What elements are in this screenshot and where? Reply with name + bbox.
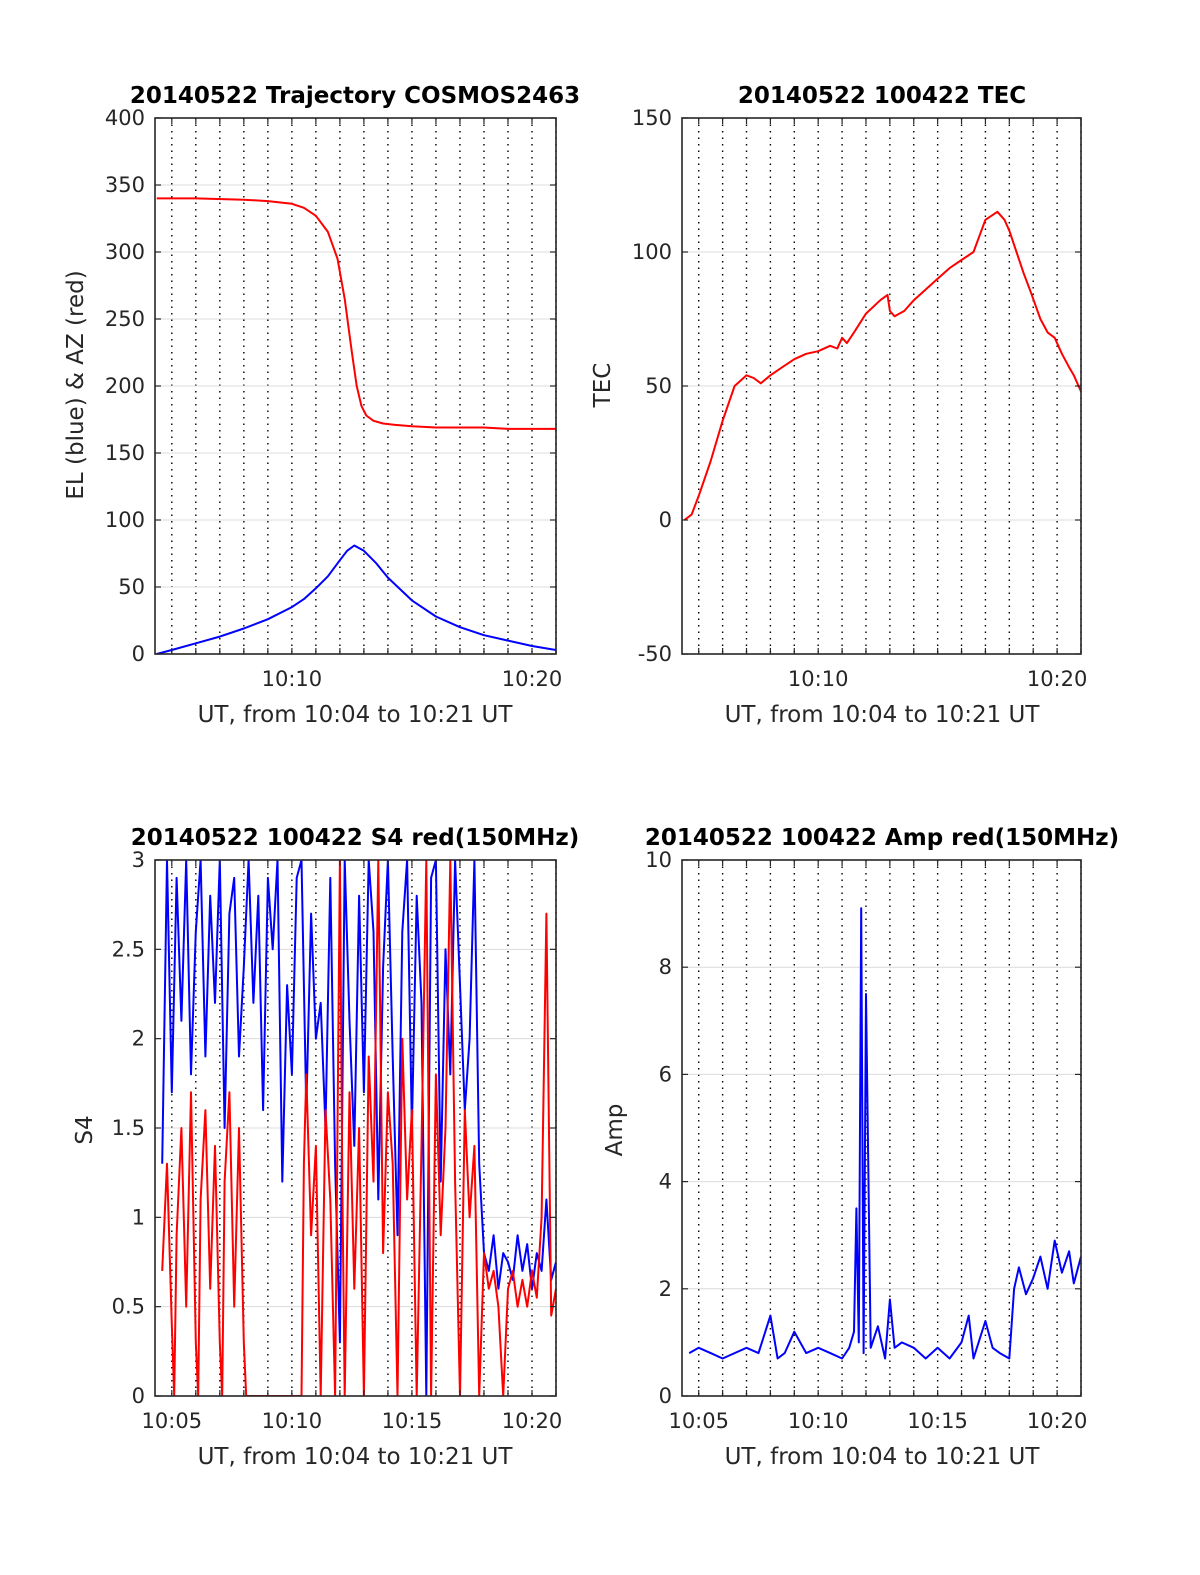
y-tick-label: 0	[132, 642, 145, 666]
x-tick-label: 10:10	[788, 667, 849, 691]
x-axis-label: UT, from 10:04 to 10:21 UT	[725, 1444, 1041, 1470]
y-tick-label: 100	[105, 508, 145, 532]
x-axis-label: UT, from 10:04 to 10:21 UT	[198, 1444, 514, 1470]
x-tick-label: 10:20	[1027, 1409, 1088, 1433]
y-tick-label: 1.5	[112, 1116, 145, 1140]
series-line	[161, 860, 556, 1396]
y-tick-label: 6	[659, 1062, 672, 1086]
axes-box	[681, 859, 1082, 1397]
plot-title: 20140522 100422 S4 red(150MHz)	[131, 825, 580, 851]
plot-area: 10:10 10:20 -50 0 50 100 150	[632, 106, 1087, 691]
subplot-trajectory: 20140522 Trajectory COSMOS2463 10:10 10:2…	[63, 83, 580, 728]
y-tick-label: 4	[659, 1170, 672, 1194]
y-tick-label: 2	[132, 1027, 145, 1051]
y-tick-label: 250	[105, 307, 145, 331]
y-tick-label: 0	[659, 508, 672, 532]
y-tick-label: 3	[132, 848, 145, 872]
subplot-amp: 20140522 100422 Amp red(150MHz) 10:05 10:…	[602, 825, 1119, 1470]
y-tick-label: 1	[132, 1205, 145, 1229]
y-tick-label: 2	[659, 1277, 672, 1301]
y-tick-label: 150	[105, 441, 145, 465]
x-tick-label: 10:10	[788, 1409, 849, 1433]
series-line	[683, 210, 1081, 521]
x-tick-label: 10:20	[502, 1409, 563, 1433]
y-tick-label: 0	[659, 1384, 672, 1408]
series-line	[156, 197, 556, 430]
y-tick-label: 50	[645, 374, 672, 398]
x-tick-label: 10:20	[502, 667, 563, 691]
y-tick-label: 8	[659, 955, 672, 979]
plot-area: 10:05 10:10 10:15 10:20 0 2 4 6 8 10	[645, 848, 1087, 1433]
y-tick-label: 200	[105, 374, 145, 398]
x-tick-label: 10:10	[262, 667, 323, 691]
x-axis-label: UT, from 10:04 to 10:21 UT	[198, 702, 514, 728]
subplot-s4: 20140522 100422 S4 red(150MHz) 10:05 10:1…	[72, 825, 579, 1470]
subplot-tec: 20140522 100422 TEC 10:10 10:20-500501001…	[590, 83, 1087, 728]
y-tick-label: 50	[118, 575, 145, 599]
y-tick-label: 350	[105, 173, 145, 197]
y-tick-label: 10	[645, 848, 672, 872]
y-tick-label: 300	[105, 240, 145, 264]
y-tick-label: 2.5	[112, 937, 145, 961]
y-axis-label: S4	[72, 1115, 98, 1144]
x-tick-label: 10:10	[262, 1409, 323, 1433]
x-tick-label: 10:05	[668, 1409, 729, 1433]
x-tick-label: 10:15	[907, 1409, 968, 1433]
x-axis-label: UT, from 10:04 to 10:21 UT	[725, 702, 1041, 728]
plot-area: 10:10 10:20 0 50 100 150 200 250 300 350 400	[105, 106, 562, 691]
plot-title: 20140522 100422 Amp red(150MHz)	[645, 825, 1119, 851]
y-tick-label: 100	[632, 240, 672, 264]
plot-title: 20140522 Trajectory COSMOS2463	[130, 83, 580, 109]
x-tick-label: 10:15	[382, 1409, 443, 1433]
y-axis-label: Amp	[602, 1104, 628, 1157]
y-tick-label: 0	[132, 1384, 145, 1408]
y-axis-label: TEC	[590, 363, 616, 409]
series-line	[161, 860, 556, 1396]
series-line	[688, 907, 1081, 1360]
x-tick-label: 10:20	[1027, 667, 1088, 691]
y-tick-label: 400	[105, 106, 145, 130]
y-axis-label: EL (blue) & AZ (red)	[63, 270, 89, 499]
y-tick-label: 0.5	[112, 1295, 145, 1319]
y-tick-label: 150	[632, 106, 672, 130]
series-line	[156, 544, 556, 654]
plot-area: 10:05 10:10 10:15 10:20 0 0.5 1 1.5 2 2.5 3	[112, 848, 563, 1433]
x-tick-label: 10:05	[142, 1409, 203, 1433]
y-tick-label: -50	[638, 642, 672, 666]
plot-title: 20140522 100422 TEC	[738, 83, 1026, 109]
